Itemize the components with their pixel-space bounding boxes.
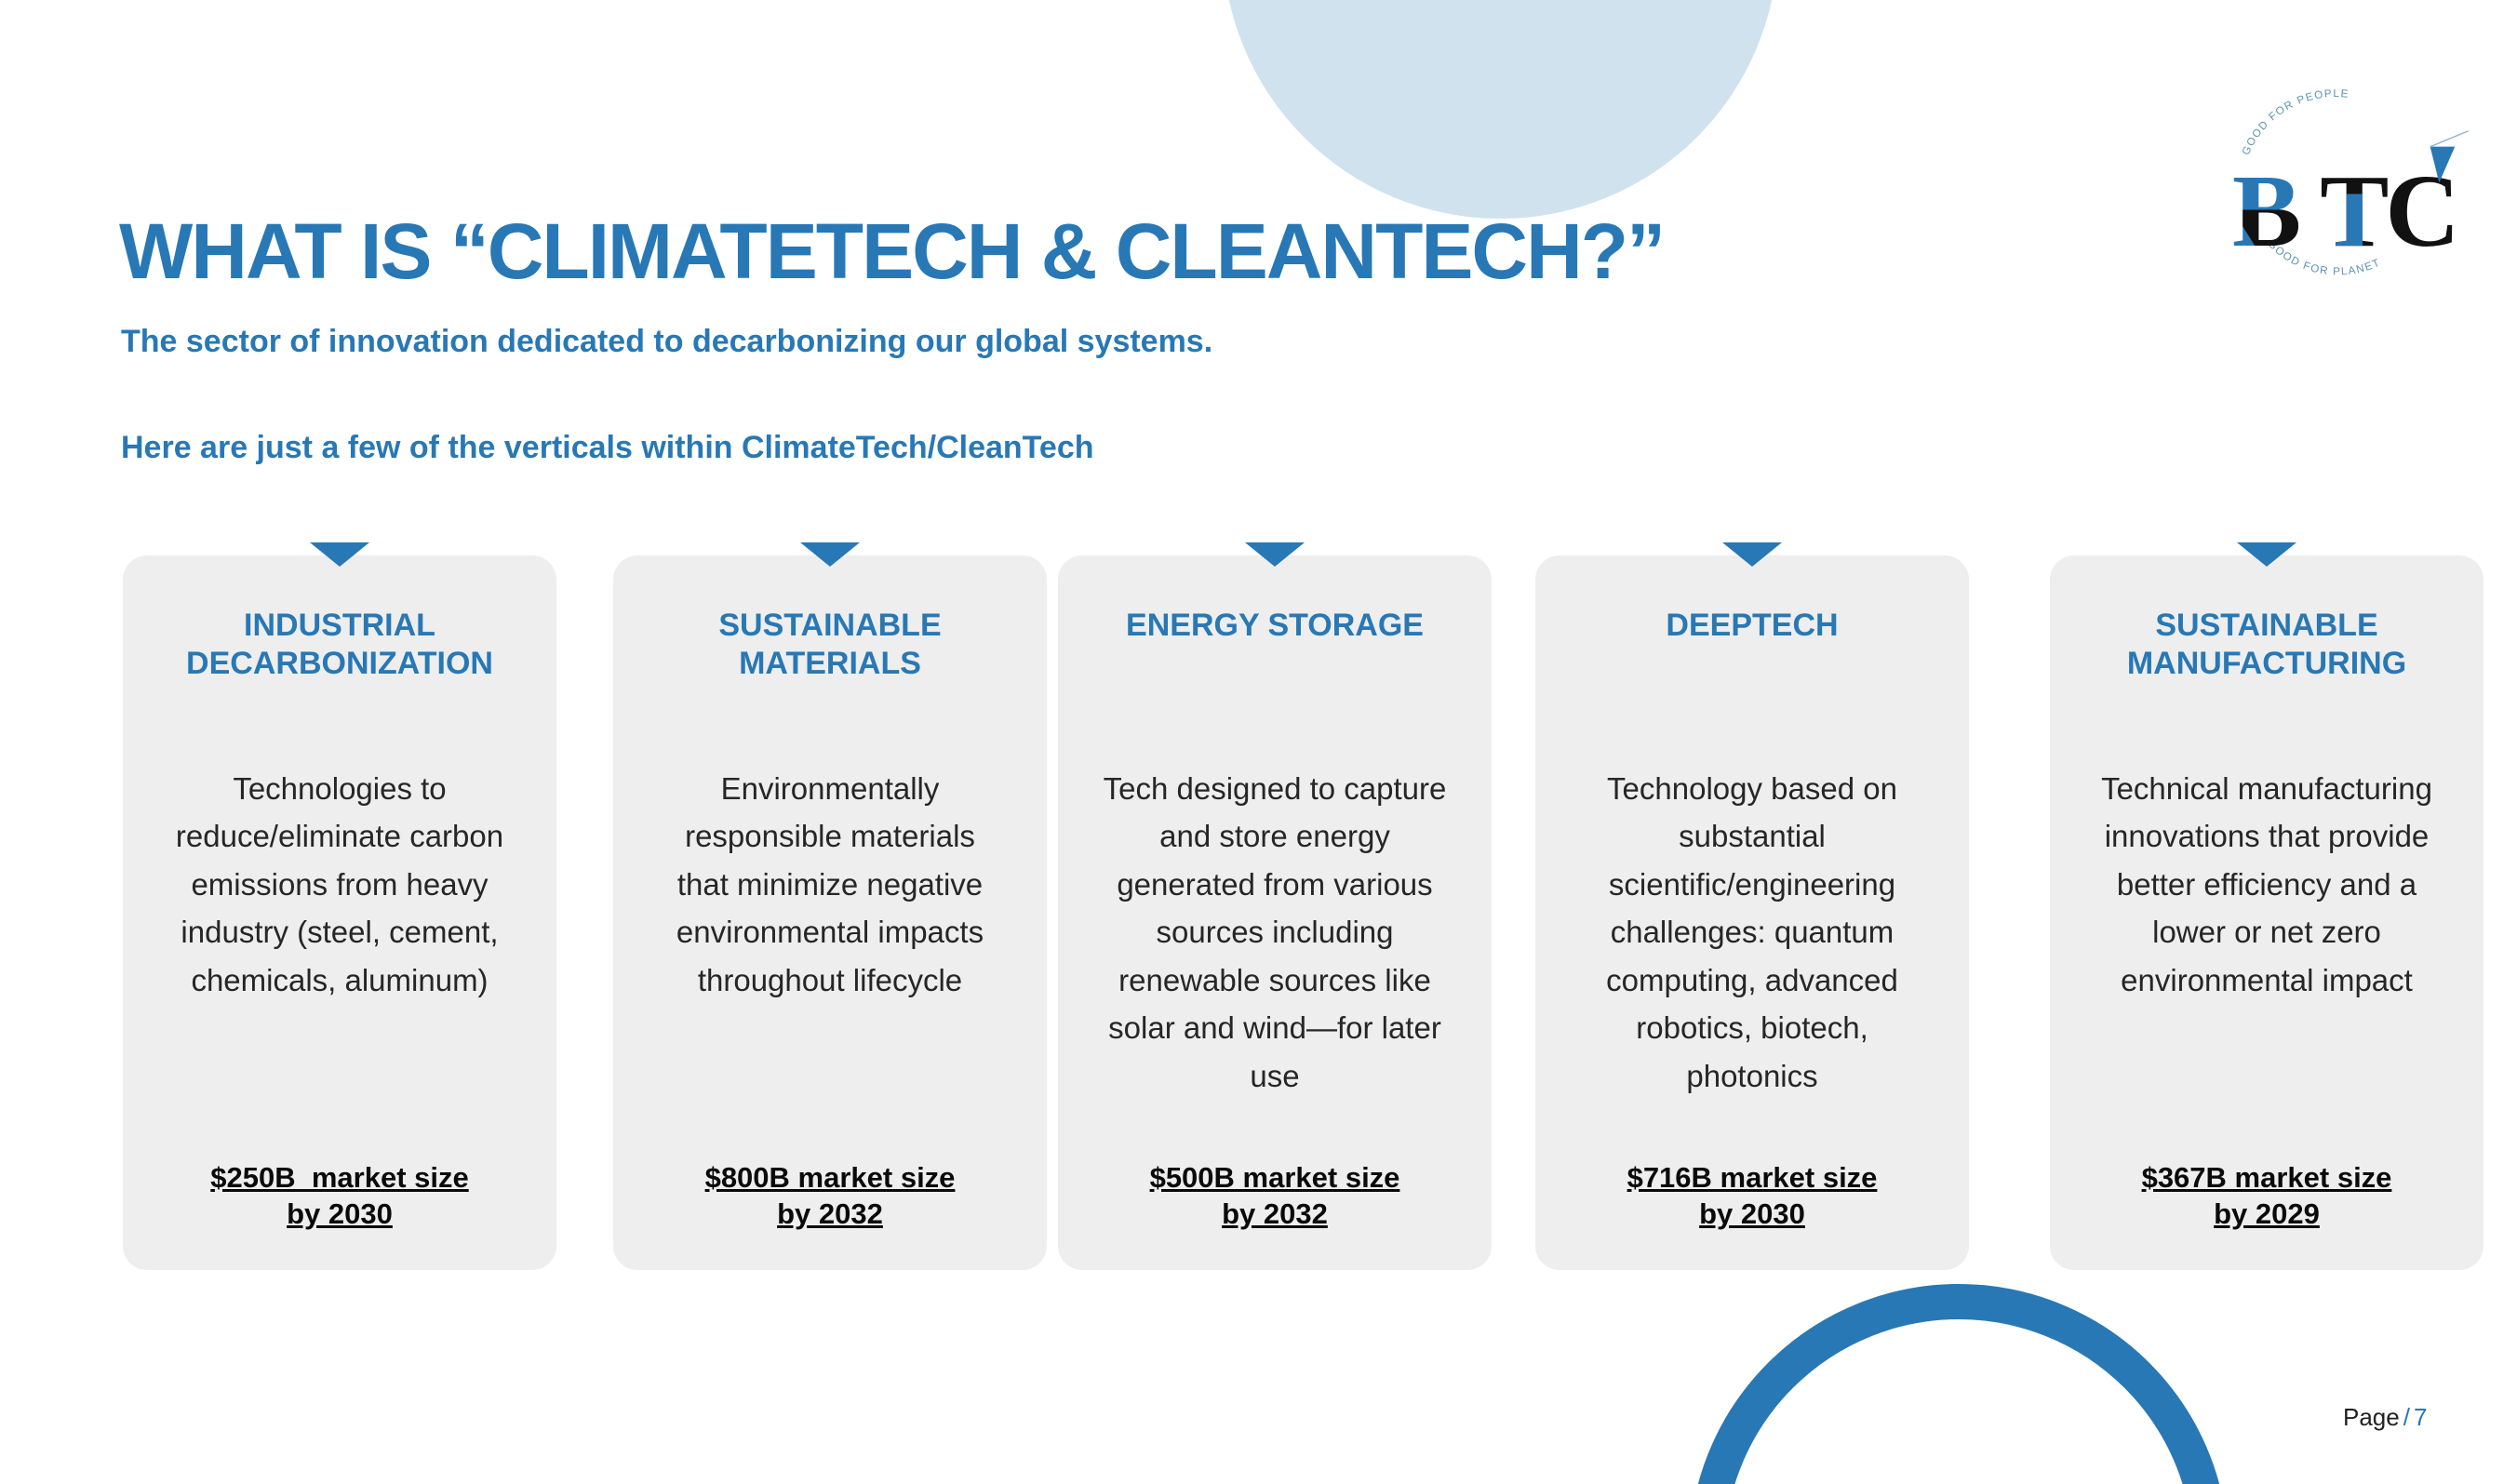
svg-text:GOOD FOR PEOPLE: GOOD FOR PEOPLE	[2240, 87, 2350, 157]
svg-text:C: C	[2385, 154, 2459, 269]
